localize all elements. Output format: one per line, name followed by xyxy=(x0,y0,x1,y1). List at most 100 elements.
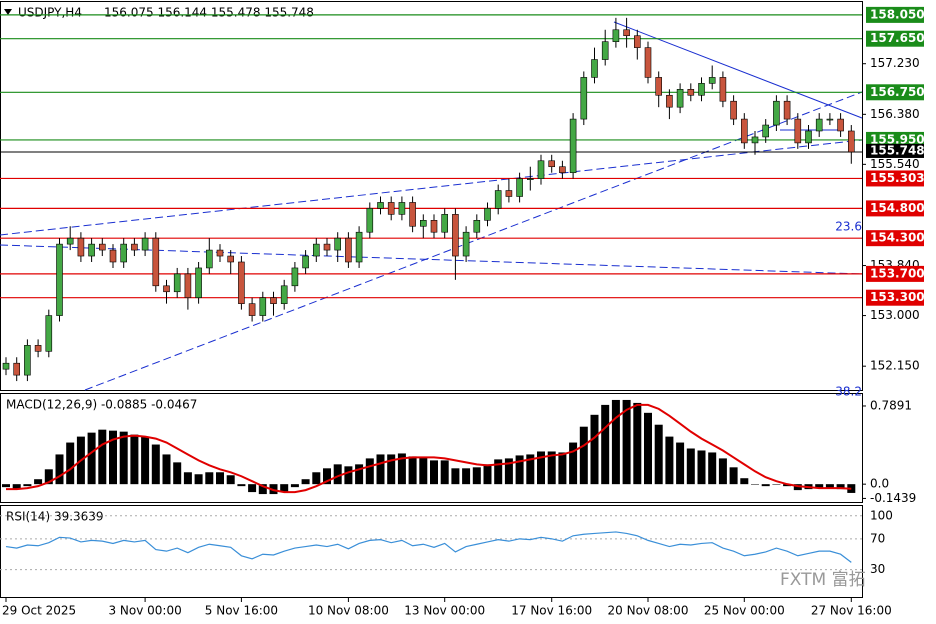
menu-arrow xyxy=(4,9,12,15)
macd-bar xyxy=(55,454,64,485)
candle-body xyxy=(473,220,481,233)
candle-body xyxy=(409,202,416,227)
chart-title: USDJPY,H4 xyxy=(18,6,82,20)
macd-bar xyxy=(194,474,203,485)
level-label: 157.650 xyxy=(870,31,925,45)
candle-body xyxy=(805,130,812,144)
current-price-label: 155.748 xyxy=(870,143,925,157)
macd-bar xyxy=(66,442,75,485)
macd-bar xyxy=(590,414,599,485)
macd-bar xyxy=(141,436,150,485)
macd-bar xyxy=(248,484,257,493)
candle-body xyxy=(13,362,20,376)
macd-bar xyxy=(280,484,289,493)
fib-label: 38.2 xyxy=(835,385,862,399)
macd-bar xyxy=(815,484,824,489)
macd-bar xyxy=(761,484,770,487)
x-tick-label: 17 Nov 16:00 xyxy=(511,604,592,618)
candle-body xyxy=(45,315,53,352)
candle-body xyxy=(505,190,513,197)
candle-body xyxy=(377,202,384,209)
macd-bar xyxy=(451,468,460,485)
candle-body xyxy=(387,202,395,215)
macd-bar xyxy=(419,457,428,485)
y-tick-label: 70 xyxy=(870,531,885,545)
candle-body xyxy=(580,77,588,120)
candle-body xyxy=(537,160,545,179)
candle-body xyxy=(2,362,10,370)
macd-bar xyxy=(526,454,535,485)
candle-body xyxy=(248,303,256,316)
macd-bar xyxy=(237,484,246,487)
candle-body xyxy=(815,118,823,132)
macd-bar xyxy=(23,484,32,487)
level-box xyxy=(866,131,924,148)
macd-bar xyxy=(44,469,53,485)
macd-bar xyxy=(462,468,471,485)
level-box xyxy=(866,170,924,187)
candle-body xyxy=(302,255,309,269)
macd-bar xyxy=(836,484,845,490)
candle-body xyxy=(270,297,277,304)
candle-body xyxy=(655,77,663,96)
trend-line xyxy=(613,21,863,119)
y-tick-label: 156.380 xyxy=(870,107,920,121)
macd-bar xyxy=(665,436,674,485)
candle-body xyxy=(206,249,213,269)
y-tick-label: 157.230 xyxy=(870,56,920,70)
macd-bar xyxy=(537,451,545,485)
rsi-line xyxy=(5,531,852,563)
level-label: 154.800 xyxy=(870,201,925,215)
macd-bar xyxy=(676,442,685,485)
macd-bar xyxy=(376,454,385,485)
macd-bar xyxy=(162,454,171,485)
candle-body xyxy=(740,118,748,144)
macd-bar xyxy=(558,452,567,485)
candle-body xyxy=(195,267,202,299)
macd-bar xyxy=(825,484,834,489)
macd-bar xyxy=(430,460,438,485)
candle-body xyxy=(141,237,149,251)
level-box xyxy=(866,289,924,306)
candle-body xyxy=(238,261,245,304)
macd-bar xyxy=(333,464,342,485)
macd-bar xyxy=(365,458,374,485)
candle-body xyxy=(334,237,342,251)
candle-body xyxy=(131,243,138,251)
candle-body xyxy=(152,237,160,287)
candle-body xyxy=(773,100,780,126)
candle-body xyxy=(676,89,684,108)
macd-bar xyxy=(472,467,481,485)
macd-bar xyxy=(312,472,321,485)
y-tick-label: 153.000 xyxy=(870,308,920,322)
candle-body xyxy=(227,255,234,263)
candle-body xyxy=(419,220,427,227)
macd-bar xyxy=(504,458,513,485)
signal-line xyxy=(6,403,852,494)
fib-label: 23.6 xyxy=(835,220,862,234)
macd-bar xyxy=(644,412,652,485)
candle-body xyxy=(312,243,320,257)
candle-body xyxy=(88,243,95,257)
x-tick-label: 25 Nov 00:00 xyxy=(704,604,785,618)
level-box xyxy=(866,84,924,101)
macd-bar xyxy=(258,484,267,495)
x-tick-label: 29 Oct 2025 xyxy=(2,604,76,618)
macd-bar xyxy=(34,479,43,485)
price-frame xyxy=(0,1,863,391)
macd-bar xyxy=(130,434,139,485)
macd-bar xyxy=(205,472,214,485)
level-box xyxy=(866,6,924,23)
macd-bar xyxy=(772,484,781,485)
macd-bar xyxy=(622,399,631,485)
candle-body xyxy=(66,237,74,245)
macd-bar xyxy=(109,430,117,485)
level-box xyxy=(866,230,924,247)
candle-body xyxy=(548,160,556,168)
candle-body xyxy=(323,243,331,251)
candle-body xyxy=(516,178,523,197)
macd-bar xyxy=(440,460,449,485)
macd-bar xyxy=(579,426,588,485)
